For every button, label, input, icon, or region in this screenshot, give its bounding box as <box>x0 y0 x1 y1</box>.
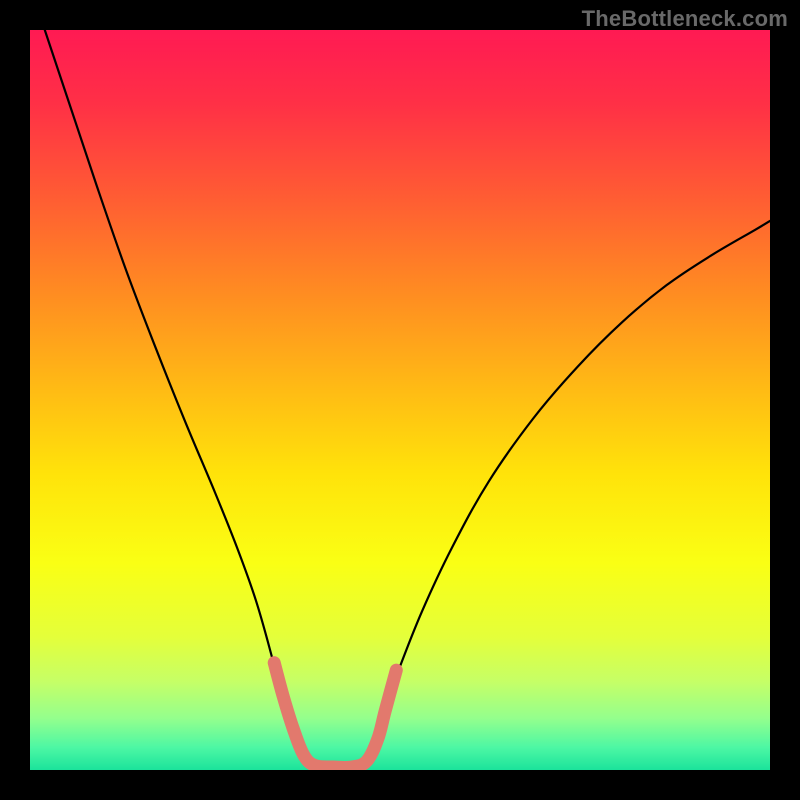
plot-area <box>30 30 770 770</box>
gradient-background <box>30 30 770 770</box>
bottleneck-curve-chart <box>30 30 770 770</box>
watermark-text: TheBottleneck.com <box>582 6 788 32</box>
chart-frame: TheBottleneck.com <box>0 0 800 800</box>
